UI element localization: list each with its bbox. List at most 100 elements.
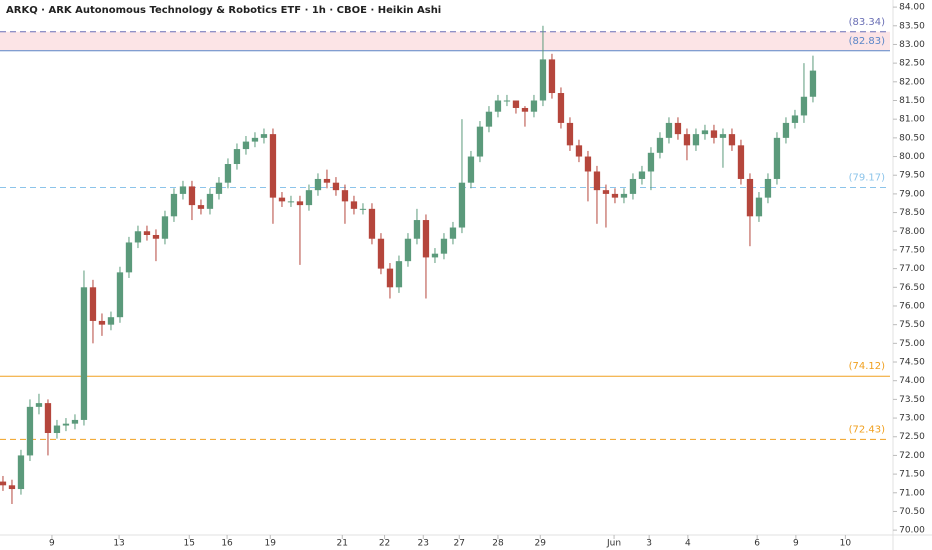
candle-body [278, 197, 286, 202]
candle-body [224, 164, 232, 183]
y-tick-label: 75.00 [899, 339, 925, 349]
candle-body [161, 216, 169, 239]
y-tick-label: 77.00 [899, 264, 925, 274]
candle-body [791, 115, 799, 123]
candle-body [233, 149, 241, 165]
x-tick-label: 9 [793, 539, 799, 549]
candle-body [413, 220, 421, 239]
candle-body [44, 403, 52, 434]
y-tick-label: 79.00 [899, 189, 925, 199]
candle-body [71, 419, 79, 424]
candle-body [107, 317, 115, 325]
level-label: (79.17) [849, 173, 886, 184]
candle-body [566, 122, 574, 146]
candle-body [665, 122, 673, 138]
x-tick-label: 29 [535, 539, 547, 549]
y-tick-label: 76.50 [899, 283, 925, 293]
y-tick-label: 79.50 [899, 171, 925, 181]
y-tick-label: 72.50 [899, 432, 925, 442]
candle-body [539, 59, 547, 101]
candle-body [719, 134, 727, 138]
candle-body [98, 320, 106, 325]
y-tick-label: 77.50 [899, 245, 925, 255]
candle-body [809, 70, 817, 97]
candle-body [188, 186, 196, 206]
candle-body [305, 190, 313, 206]
y-tick-label: 76.00 [899, 301, 925, 311]
candle-body [116, 272, 124, 318]
x-tick-label: 27 [454, 539, 465, 549]
candle-body [422, 220, 430, 258]
candle-body [683, 134, 691, 146]
y-tick-label: 71.50 [899, 470, 925, 480]
candle-body [692, 134, 700, 146]
x-tick-label: 22 [379, 539, 390, 549]
candle-body [602, 190, 610, 194]
candle-body [728, 134, 736, 146]
candle-body [62, 423, 70, 426]
candle-body [575, 145, 583, 157]
y-tick-label: 81.50 [899, 96, 925, 106]
x-tick-label: 19 [265, 539, 277, 549]
y-tick-label: 83.50 [899, 21, 925, 31]
candle-body [764, 178, 772, 198]
candle-body [647, 152, 655, 172]
candle-body [314, 178, 322, 191]
candle-body [251, 137, 259, 142]
candle-body [134, 231, 142, 243]
y-tick-label: 70.00 [899, 526, 925, 536]
candle-body [89, 287, 97, 321]
x-tick-label: 15 [184, 539, 195, 549]
candle-body [17, 455, 25, 490]
candle-body [170, 193, 178, 217]
candle-body [755, 197, 763, 217]
candle-body [656, 137, 664, 153]
candle-body [143, 231, 151, 235]
x-tick-label: 21 [337, 539, 348, 549]
resistance-zone [0, 31, 890, 51]
candle-body [287, 201, 295, 203]
y-tick-label: 73.00 [899, 414, 925, 424]
candle-body [377, 238, 385, 269]
chart-title: ARKQ · ARK Autonomous Technology & Robot… [6, 5, 441, 16]
candle-body [467, 156, 475, 183]
candle-body [368, 208, 376, 239]
candle-body [197, 205, 205, 209]
candle-body [26, 406, 34, 456]
level-label: (83.34) [849, 17, 886, 28]
candle-body [503, 100, 511, 102]
candle-body [476, 126, 484, 157]
candle-body [737, 145, 745, 179]
candle-body [611, 193, 619, 198]
candle-body [710, 130, 718, 138]
level-label: (74.12) [849, 361, 886, 372]
x-tick-label: 6 [754, 539, 760, 549]
y-tick-label: 81.00 [899, 115, 925, 125]
y-tick-label: 82.50 [899, 59, 925, 69]
y-tick-label: 74.00 [899, 376, 925, 386]
y-tick-label: 70.50 [899, 507, 925, 517]
x-tick-label: 10 [840, 539, 852, 549]
y-tick-label: 80.50 [899, 133, 925, 143]
candle-body [746, 178, 754, 217]
candle-body [431, 253, 439, 258]
level-label: (82.83) [849, 36, 886, 47]
candle-body [485, 111, 493, 127]
candle-body [260, 134, 268, 138]
candle-body [593, 171, 601, 191]
candle-body [557, 93, 565, 123]
x-tick-label: 16 [221, 539, 233, 549]
candle-body [0, 481, 7, 486]
candle-body [638, 171, 646, 179]
y-tick-label: 71.00 [899, 488, 925, 498]
candle-body [458, 182, 466, 228]
candle-body [404, 238, 412, 262]
candle-body [530, 100, 538, 112]
candle-body [35, 403, 43, 407]
candle-body [395, 261, 403, 288]
candle-body [80, 287, 88, 420]
y-tick-label: 78.00 [899, 227, 925, 237]
x-tick-label: Jun [606, 539, 621, 549]
